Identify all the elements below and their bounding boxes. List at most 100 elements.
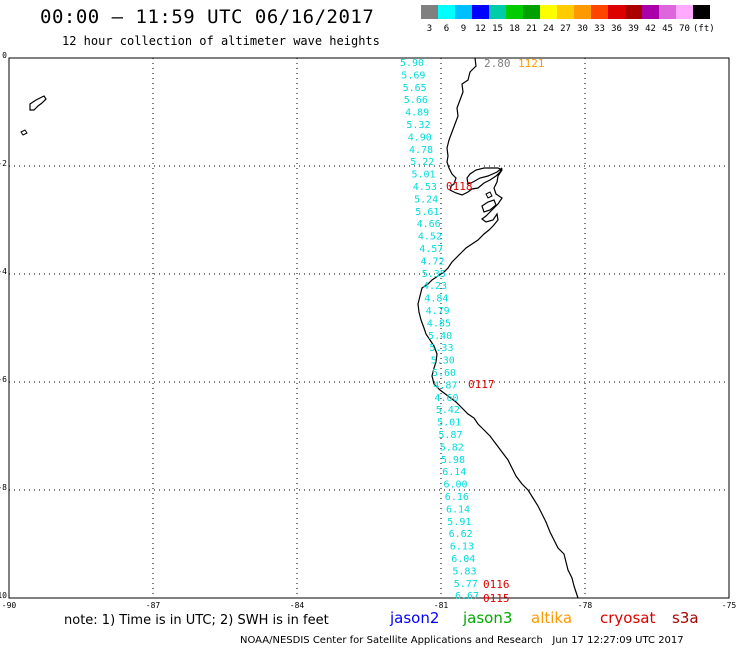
swh-value: 5.22 <box>410 157 434 168</box>
track-time-label: 1121 <box>518 57 545 70</box>
swh-value: 6.00 <box>444 480 468 491</box>
swh-value: 5.91 <box>447 517 471 528</box>
swh-value: 4.72 <box>421 256 445 267</box>
legend-swatch <box>574 5 591 19</box>
swh-value: 4.89 <box>405 108 429 119</box>
legend-label: 3 <box>426 24 433 34</box>
swh-value: 5.35 <box>422 269 446 280</box>
legend-label: 39 <box>628 24 639 34</box>
legend-swatch <box>659 5 676 19</box>
satellite-altika: altika <box>531 609 573 627</box>
swh-value: 6.14 <box>442 467 466 478</box>
swh-value: 4.87 <box>433 380 457 391</box>
credit-line: NOAA/NESDIS Center for Satellite Applica… <box>240 635 684 646</box>
swh-value: 5.33 <box>429 343 453 354</box>
legend-swatch <box>557 5 574 19</box>
map-title: 00:00 – 11:59 UTC 06/16/2017 <box>40 6 375 28</box>
y-tick-label: -6 <box>0 375 7 384</box>
swh-value: 4.52 <box>418 232 442 243</box>
swh-value: 6.04 <box>451 554 475 565</box>
legend-swatch <box>693 5 710 19</box>
swh-value: 5.66 <box>404 95 428 106</box>
swh-value: 5.82 <box>440 442 464 453</box>
x-tick-label: -75 <box>722 601 737 610</box>
y-tick-label: 0 <box>2 51 7 60</box>
legend-label: 30 <box>577 24 588 34</box>
swh-labels: 5.905.69 5.655.66 4.895.324.90 4.785.22 5.01… <box>400 58 479 602</box>
swh-value: 5.98 <box>441 455 465 466</box>
swh-value: 5.60 <box>432 368 456 379</box>
x-tick-label: -81 <box>434 601 449 610</box>
swh-value: 5.30 <box>431 356 455 367</box>
track-time-label: 0117 <box>468 378 495 391</box>
legend-swatch <box>608 5 625 19</box>
legend-label: 12 <box>475 24 486 34</box>
swh-value: 4.23 <box>423 281 447 292</box>
x-tick-label: -90 <box>2 601 17 610</box>
legend-swatch <box>642 5 659 19</box>
legend-label: 24 <box>543 24 554 34</box>
swh-value: 5.65 <box>403 83 427 94</box>
legend-swatch <box>523 5 540 19</box>
swh-value: 5.61 <box>415 207 439 218</box>
swh-value: 6.67 <box>455 591 479 602</box>
swh-value: 5.32 <box>406 120 430 131</box>
y-tick-label: -2 <box>0 159 7 168</box>
satellite-s3a: s3a <box>672 609 699 627</box>
legend-label: 45 <box>662 24 673 34</box>
galapagos-small <box>20 129 28 136</box>
coastline <box>417 57 579 599</box>
swh-value: 4.53 <box>413 182 437 193</box>
legend-swatch <box>455 5 472 19</box>
swh-value: 5.42 <box>436 405 460 416</box>
swh-value: 6.62 <box>449 529 473 540</box>
swh-value: 4.78 <box>409 145 433 156</box>
swh-value: 5.40 <box>428 331 452 342</box>
swh-value: 5.77 <box>454 579 478 590</box>
swh-value: 5.83 <box>452 566 476 577</box>
track-time-label: 0116 <box>483 578 510 591</box>
swh-value: 4.90 <box>408 132 432 143</box>
satellite-cryosat: cryosat <box>600 609 656 627</box>
legend-swatch <box>540 5 557 19</box>
legend-label: 6 <box>443 24 450 34</box>
y-tick-label: -10 <box>0 591 7 600</box>
swh-value: 6.13 <box>450 542 474 553</box>
legend-swatch <box>472 5 489 19</box>
legend-swatch <box>489 5 506 19</box>
satellite-jason2: jason2 <box>390 609 440 627</box>
legend-swatch <box>438 5 455 19</box>
x-tick-label: -78 <box>578 601 593 610</box>
swh-value: 4.60 <box>435 393 459 404</box>
island-puna <box>481 199 497 213</box>
legend-swatch <box>625 5 642 19</box>
swh-value: 4.66 <box>417 219 441 230</box>
legend-label: 70 <box>679 24 690 34</box>
units-note: note: 1) Time is in UTC; 2) SWH is in fe… <box>64 613 329 628</box>
swh-value: 5.87 <box>438 430 462 441</box>
legend-swatch <box>506 5 523 19</box>
swh-value: 4.79 <box>426 306 450 317</box>
track-time-label: 0118 <box>446 180 473 193</box>
map-grid <box>9 58 729 598</box>
swh-value: 5.69 <box>401 70 425 81</box>
legend-label: 9 <box>460 24 467 34</box>
legend-label: 27 <box>560 24 571 34</box>
legend-swatch <box>676 5 693 19</box>
galapagos-isabela <box>29 95 47 111</box>
swh-value: 4.57 <box>419 244 443 255</box>
legend-swatch <box>421 5 438 19</box>
legend-label: 33 <box>594 24 605 34</box>
x-tick-label: -84 <box>290 601 305 610</box>
legend-label: 18 <box>509 24 520 34</box>
x-tick-label: -87 <box>146 601 161 610</box>
map-frame <box>8 57 730 599</box>
track-time-label: 0115 <box>483 592 510 605</box>
swh-value: 5.24 <box>414 194 438 205</box>
swh-value: 6.14 <box>446 504 470 515</box>
satellite-jason3: jason3 <box>463 609 513 627</box>
swh-value: 5.90 <box>400 58 424 69</box>
axis-ticks: -90 -87 -84 -81 -78 -75 0 -2 -4 -6 -8 -10 <box>0 51 736 610</box>
